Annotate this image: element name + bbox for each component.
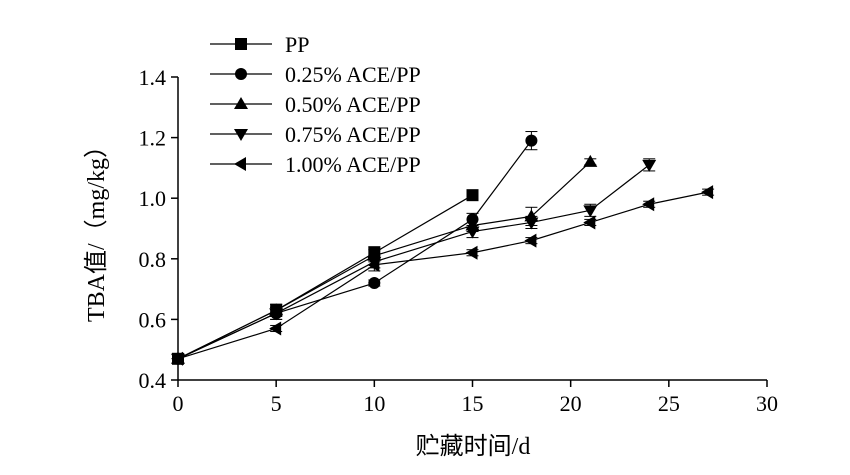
marker-triangle-left xyxy=(642,197,655,212)
legend-label: 1.00% ACE/PP xyxy=(285,152,421,177)
marker-triangle-up xyxy=(234,97,248,109)
marker-circle xyxy=(235,68,247,80)
marker-triangle-left xyxy=(367,257,380,272)
x-tick-label: 30 xyxy=(756,391,778,416)
marker-circle xyxy=(525,134,538,147)
marker-triangle-left xyxy=(171,351,183,366)
y-tick-label: 1.2 xyxy=(139,126,167,151)
legend-label: 0.50% ACE/PP xyxy=(285,92,421,117)
legend-label: 0.25% ACE/PP xyxy=(285,62,421,87)
series-line xyxy=(177,194,473,360)
x-tick-label: 25 xyxy=(658,391,680,416)
legend-label: PP xyxy=(285,32,309,57)
marker-triangle-left xyxy=(465,245,478,260)
marker-triangle-left xyxy=(269,321,282,336)
marker-square xyxy=(235,38,247,50)
marker-triangle-down xyxy=(465,226,480,239)
marker-triangle-down xyxy=(642,159,657,172)
x-tick-label: 10 xyxy=(363,391,385,416)
marker-triangle-left xyxy=(701,185,714,200)
series-4 xyxy=(171,158,657,366)
y-tick-label: 0.4 xyxy=(139,368,167,393)
x-tick-label: 0 xyxy=(173,391,184,416)
series-layer xyxy=(171,131,715,366)
x-tick-label: 20 xyxy=(560,391,582,416)
y-tick-label: 1.4 xyxy=(139,65,167,90)
marker-triangle-down xyxy=(583,205,598,218)
marker-triangle-up xyxy=(583,154,598,167)
marker-triangle-down xyxy=(234,129,248,141)
axes: 0 5 10 15 20 25 30 0.4 0.6 0.8 1.0 1.2 1.4 xyxy=(139,65,779,416)
legend-item-1: PP xyxy=(210,32,309,57)
series-line xyxy=(177,161,591,360)
legend-item-3: 0.50% ACE/PP xyxy=(210,92,421,117)
legend: PP 0.25% ACE/PP 0.50% ACE/PP 0.75% ACE/PP 1.… xyxy=(210,32,421,177)
legend-item-5: 1.00% ACE/PP xyxy=(210,152,421,177)
marker-triangle-left xyxy=(234,157,246,171)
y-tick-label: 0.8 xyxy=(139,247,167,272)
legend-label: 0.75% ACE/PP xyxy=(285,122,421,147)
marker-circle xyxy=(368,277,381,290)
x-axis-title: 贮藏时间/d xyxy=(416,433,531,460)
x-tick-label: 15 xyxy=(462,391,484,416)
y-tick-label: 1.0 xyxy=(139,186,167,211)
marker-triangle-left xyxy=(583,215,596,230)
y-tick-label: 0.6 xyxy=(139,307,167,332)
series-line xyxy=(177,191,709,360)
marker-triangle-left xyxy=(524,233,537,248)
legend-item-4: 0.75% ACE/PP xyxy=(210,122,421,147)
marker-triangle-down xyxy=(269,308,284,321)
marker-square xyxy=(466,189,479,202)
y-axis-title: TBA值/（mg/kg） xyxy=(83,134,110,322)
legend-item-2: 0.25% ACE/PP xyxy=(210,62,421,87)
series-line xyxy=(177,164,650,360)
marker-triangle-down xyxy=(524,217,539,230)
x-tick-label: 5 xyxy=(271,391,282,416)
series-5 xyxy=(171,185,715,366)
